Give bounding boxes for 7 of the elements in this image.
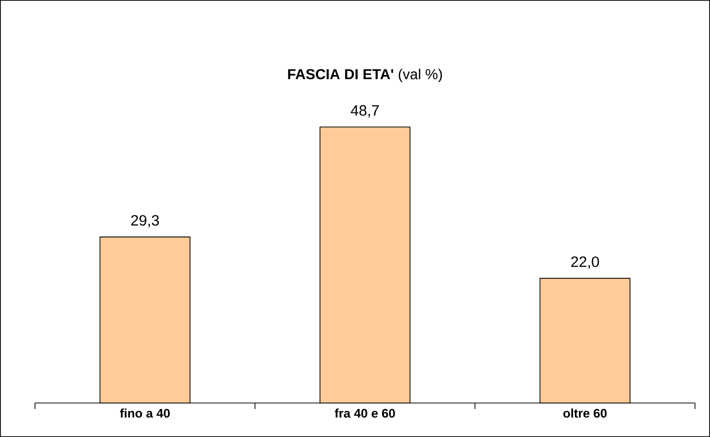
x-tick-label: oltre 60: [563, 408, 607, 418]
data-label: 48,7: [350, 105, 379, 118]
data-label: 22,0: [571, 256, 599, 269]
x-tick-label: fino a 40: [120, 408, 170, 418]
chart-title: FASCIA DI ETA' (val %): [288, 68, 442, 82]
x-tick-label: fra 40 e 60: [334, 408, 395, 418]
data-label: 29,3: [131, 215, 159, 228]
